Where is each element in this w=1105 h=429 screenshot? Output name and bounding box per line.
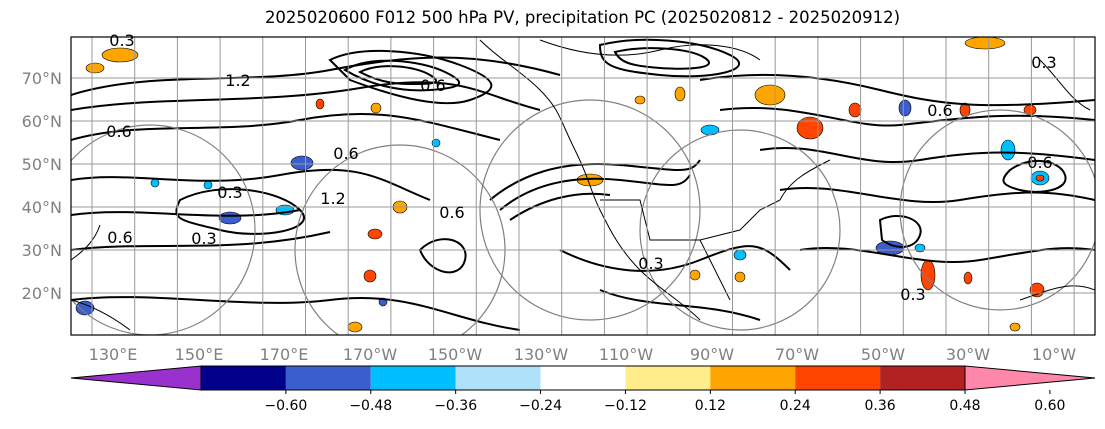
colorbar-arrow-right	[964, 365, 1096, 391]
lat-label: 70°N	[22, 69, 62, 88]
lon-label: 130°W	[514, 345, 569, 364]
contour-label: 0.6	[106, 122, 131, 141]
precip-patch	[689, 269, 701, 281]
colorbar-tick-label: −0.36	[434, 398, 477, 414]
lon-label: 50°W	[861, 345, 905, 364]
precip-patch	[898, 99, 912, 117]
colorbar-arrow-left	[70, 365, 202, 391]
map-frame	[70, 36, 1096, 336]
precip-patch	[290, 155, 314, 171]
precip-patch	[347, 321, 363, 333]
contour-label: 0.3	[217, 183, 242, 202]
lon-label: 110°W	[599, 345, 654, 364]
colorbar-segment	[710, 366, 796, 390]
grid-lines	[71, 37, 1095, 335]
colorbar-tick-label: −0.24	[519, 398, 562, 414]
colorbar-tick-label: 0.24	[780, 398, 811, 414]
precip-patch	[218, 211, 242, 225]
contour-label: 1.2	[320, 189, 345, 208]
colorbar-segment	[201, 366, 286, 390]
contour-label: 0.3	[1031, 53, 1056, 72]
colorbar-segment	[880, 366, 965, 390]
precip-patch	[315, 98, 325, 110]
contour-label: 0.6	[333, 144, 358, 163]
precip-patch	[203, 180, 213, 190]
lon-label: 70°W	[775, 345, 819, 364]
contour-label: 0.6	[439, 203, 464, 222]
precip-patch	[363, 269, 377, 283]
precip-patch	[733, 249, 747, 261]
lat-label: 40°N	[22, 198, 62, 217]
precip-patch	[914, 243, 926, 253]
precip-patch	[101, 47, 139, 63]
colorbar-frame	[200, 365, 966, 391]
contour-label: 0.3	[109, 31, 134, 50]
lat-label: 60°N	[22, 112, 62, 131]
precip-patch	[754, 84, 786, 106]
lat-label: 20°N	[22, 284, 62, 303]
precip-patch	[964, 37, 1006, 50]
precip-patch	[150, 178, 160, 188]
contour-label: 0.6	[107, 228, 132, 247]
colorbar-tick-label: −0.60	[264, 398, 307, 414]
precip-patch	[734, 271, 746, 283]
contour-label: 0.6	[1027, 153, 1052, 172]
contour-label: 0.3	[191, 229, 216, 248]
colorbar-tick-label: −0.48	[349, 398, 392, 414]
precip-patch	[674, 86, 686, 102]
colorbar-segment	[795, 366, 881, 390]
lat-label: 50°N	[22, 155, 62, 174]
precip-patch	[1035, 174, 1045, 182]
precip-patch	[959, 102, 971, 118]
lon-label: 150°W	[428, 345, 483, 364]
colorbar-segment	[370, 366, 456, 390]
precip-patch	[1009, 322, 1021, 332]
lat-label: 30°N	[22, 241, 62, 260]
contour-label: 0.3	[638, 254, 663, 273]
precip-patch	[700, 124, 720, 136]
contour-label: 0.3	[900, 285, 925, 304]
colorbar-tick-label: 0.36	[865, 398, 896, 414]
lon-label: 30°W	[946, 345, 990, 364]
precip-patch	[634, 95, 646, 105]
precip-patch	[370, 102, 382, 114]
colorbar-tick-label: −0.12	[604, 398, 647, 414]
colorbar-segment	[455, 366, 541, 390]
precip-patch	[796, 116, 824, 140]
colorbar-tick-label: 0.12	[695, 398, 726, 414]
lon-label: 90°W	[690, 345, 734, 364]
colorbar-tick-label: 0.48	[949, 398, 980, 414]
contour-label: 1.2	[225, 71, 250, 90]
contour-label: 0.6	[927, 101, 952, 120]
colorbar-segment	[625, 366, 711, 390]
lon-label: 170°E	[260, 345, 309, 364]
precip-patch	[85, 62, 105, 74]
lon-label: 130°E	[89, 345, 138, 364]
precip-patch	[963, 271, 973, 285]
colorbar-segment	[285, 366, 371, 390]
precip-patch	[367, 228, 383, 240]
lon-label: 170°W	[343, 345, 398, 364]
precip-patch	[1000, 139, 1016, 161]
colorbar	[70, 365, 1096, 391]
lon-label: 10°W	[1032, 345, 1076, 364]
precip-patch	[1029, 282, 1045, 298]
colorbar-tick-label: 0.60	[1034, 398, 1065, 414]
precip-patch	[848, 102, 862, 118]
coastlines	[71, 39, 1095, 331]
colorbar-segment	[540, 366, 626, 390]
lon-label: 150°E	[175, 345, 224, 364]
contour-label: 0.6	[420, 76, 445, 95]
map-title: 2025020600 F012 500 hPa PV, precipitatio…	[264, 8, 901, 27]
